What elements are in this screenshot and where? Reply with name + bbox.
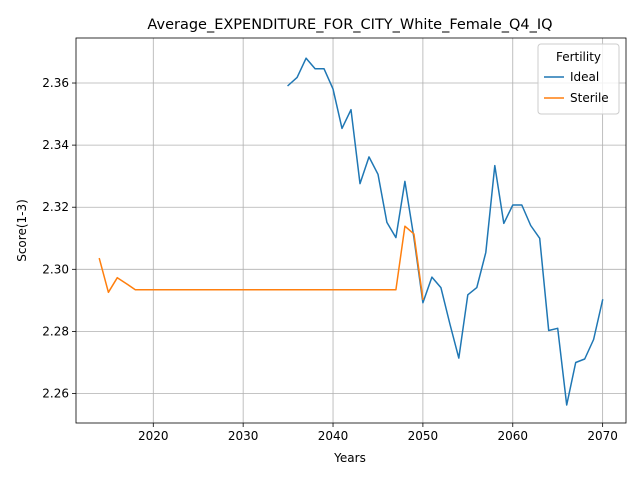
y-tick-label: 2.36 [42, 76, 69, 90]
x-tick-label: 2070 [587, 429, 618, 443]
legend-box [537, 43, 620, 115]
y-tick-label: 2.32 [42, 200, 69, 214]
chart-title: Average_EXPENDITURE_FOR_CITY_White_Femal… [147, 17, 552, 33]
x-tick-label: 2040 [318, 429, 349, 443]
plot-frame [75, 37, 627, 424]
y-axis-ticks: 2.26 2.28 2.30 2.32 2.34 2.36 [42, 76, 76, 401]
x-axis-ticks: 2020 2030 2040 2050 2060 2070 [138, 423, 618, 443]
y-tick-label: 2.26 [42, 387, 69, 401]
legend-label-sterile: Sterile [570, 91, 609, 105]
y-tick-label: 2.30 [42, 262, 69, 276]
legend-title: Fertility [556, 50, 601, 64]
series-lines [98, 57, 604, 406]
y-tick-label: 2.34 [42, 138, 69, 152]
legend-label-ideal: Ideal [570, 70, 599, 84]
y-axis-label: Score(1-3) [15, 199, 29, 262]
series-line-sterile [98, 225, 424, 300]
x-tick-label: 2050 [408, 429, 439, 443]
x-tick-label: 2020 [138, 429, 169, 443]
x-tick-label: 2030 [228, 429, 259, 443]
x-axis-label: Years [333, 451, 366, 465]
y-tick-label: 2.28 [42, 324, 69, 338]
series-line-ideal [287, 57, 604, 406]
legend: Fertility Ideal Sterile [537, 43, 620, 115]
x-tick-label: 2060 [497, 429, 528, 443]
